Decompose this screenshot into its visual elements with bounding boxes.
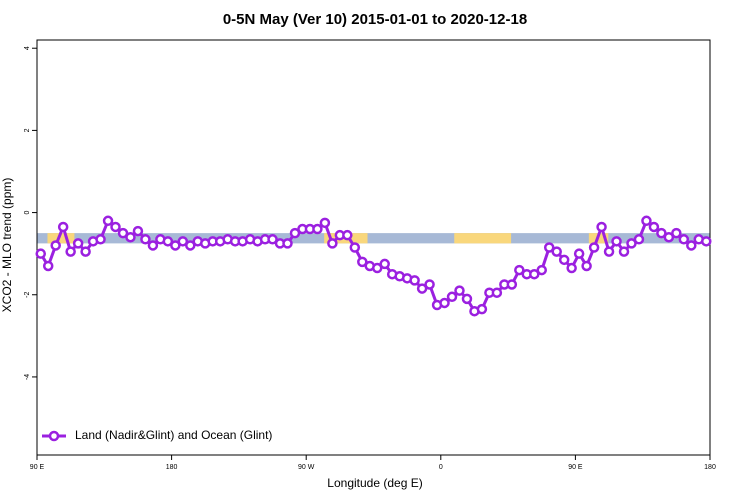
data-point (573, 248, 585, 259)
y-tick-label: -2 (24, 292, 31, 298)
data-point (581, 260, 592, 272)
land-band (454, 233, 512, 244)
data-point (626, 238, 637, 249)
data-point (65, 246, 76, 257)
data-point (379, 258, 390, 270)
data-point (596, 221, 607, 233)
x-tick-label: 180 (166, 464, 178, 471)
data-point (529, 268, 540, 280)
data-point (416, 283, 428, 294)
data-point (588, 242, 600, 253)
data-point (446, 291, 458, 303)
data-point (439, 297, 450, 309)
data-point (102, 215, 114, 227)
data-point (506, 279, 518, 290)
data-point (125, 231, 136, 243)
data-point (80, 246, 91, 257)
x-tick-label: 90 W (298, 464, 315, 471)
data-point (409, 275, 420, 286)
data-point (551, 246, 562, 257)
data-point (514, 264, 525, 276)
y-tick-label: 0 (24, 211, 31, 215)
ocean-band (37, 233, 710, 244)
legend-marker (48, 430, 60, 442)
data-point (35, 248, 46, 259)
data-point (72, 238, 84, 249)
data-point (170, 240, 181, 251)
data-point (611, 236, 622, 247)
data-point (42, 260, 54, 272)
data-point (454, 285, 465, 296)
data-point (267, 234, 278, 245)
data-point (140, 234, 151, 245)
data-point (312, 223, 323, 235)
data-point (289, 227, 301, 239)
data-point (177, 236, 189, 247)
data-point (110, 221, 121, 233)
data-point (566, 262, 577, 274)
data-point (618, 246, 630, 257)
land-band (47, 233, 75, 244)
data-point (686, 240, 697, 251)
data-point (536, 264, 547, 276)
x-axis-label: Longitude (deg E) (327, 476, 422, 490)
data-point (603, 246, 615, 257)
data-point (656, 227, 667, 239)
data-point (476, 303, 488, 315)
data-point (95, 234, 106, 245)
data-point (349, 242, 361, 253)
data-point (327, 238, 338, 249)
data-point (558, 254, 570, 266)
data-point (57, 221, 69, 233)
chart-title: 0-5N May (Ver 10) 2015-01-01 to 2020-12-… (223, 11, 527, 28)
data-point (50, 240, 61, 251)
x-tick-label: 180 (704, 464, 716, 471)
data-point (633, 234, 645, 245)
data-point (663, 231, 675, 243)
data-point (491, 287, 503, 298)
data-point (424, 279, 435, 290)
legend-label: Land (Nadir&Glint) and Ocean (Glint) (75, 428, 272, 442)
x-tick-label: 90 E (30, 464, 45, 471)
data-point (185, 240, 196, 251)
data-point (701, 236, 712, 247)
data-point (641, 215, 652, 227)
data-point (147, 240, 159, 251)
x-tick-label: 90 E (568, 464, 583, 471)
data-point (319, 217, 331, 229)
data-point (117, 227, 129, 239)
data-point (132, 225, 144, 237)
y-tick-label: 4 (24, 46, 31, 50)
y-tick-label: 2 (24, 128, 31, 132)
data-point (461, 293, 473, 305)
data-point (342, 229, 353, 241)
x-tick-label: 0 (439, 464, 443, 471)
plot-frame (36, 39, 711, 456)
y-tick-label: -4 (24, 374, 31, 380)
data-point (357, 256, 368, 268)
data-point (371, 262, 383, 274)
y-axis-label: XCO2 - MLO trend (ppm) (0, 178, 14, 313)
data-point (543, 242, 555, 253)
data-point (671, 227, 682, 239)
data-point (678, 234, 690, 245)
data-point (162, 236, 174, 247)
data-point (648, 221, 660, 233)
data-point (282, 238, 293, 249)
